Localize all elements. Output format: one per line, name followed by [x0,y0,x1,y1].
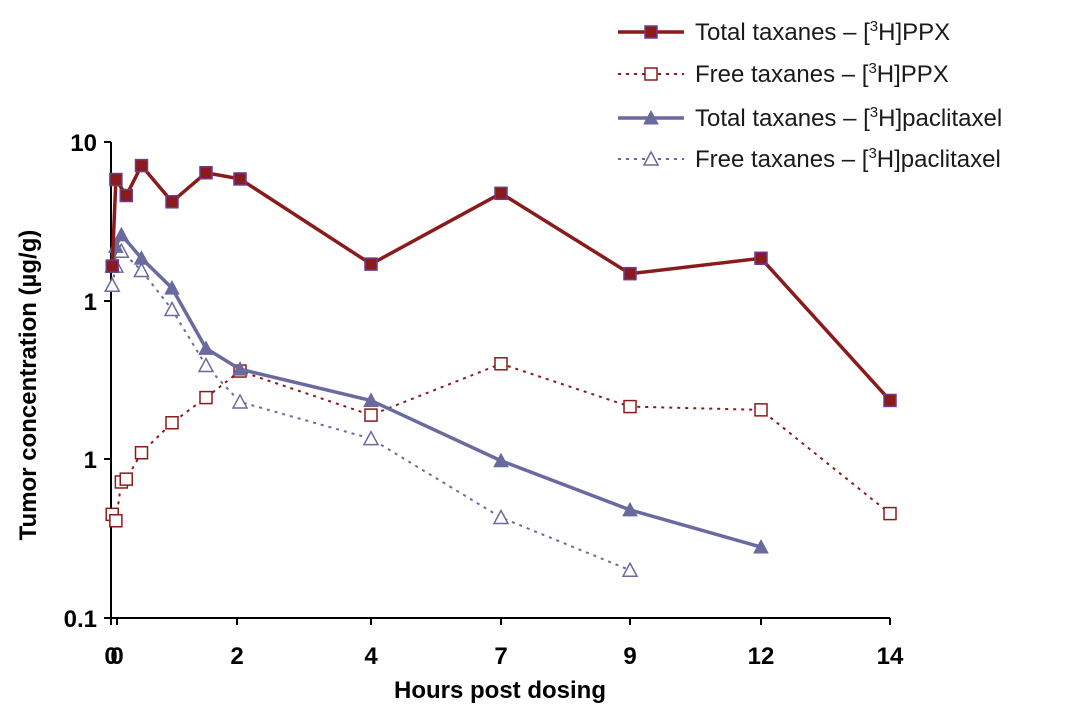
x-tick-label: 9 [623,643,636,670]
data-point [163,300,181,317]
data-point [134,158,149,173]
ticks: 00 2 4 7 9 12 14 0.1 1 1 10 [64,130,904,670]
axes [110,142,890,619]
data-point [164,280,180,295]
data-point [754,403,768,417]
data-point [134,446,149,460]
data-point [621,561,639,577]
x-tick-label: 0 [104,643,117,670]
data-point [198,340,214,355]
data-point [753,538,769,554]
x-tick-label: 12 [748,643,775,670]
data-point [364,408,378,422]
data-point [232,361,248,376]
data-point [199,166,213,180]
data-point [133,250,150,265]
data-point [233,172,247,186]
data-point [494,186,508,201]
legend: Total taxanes – [3H]PPX Free taxanes – [3… [618,18,1002,173]
data-point [754,251,768,266]
series-3 [104,226,769,554]
legend-marker [644,25,658,39]
y-tick-label: 1 [84,289,97,316]
data-point [119,188,133,203]
y-tick-label: 0.1 [64,606,97,633]
data-point [492,508,510,525]
data-point [165,195,179,209]
x-tick-label: 7 [494,643,507,670]
legend-marker [644,67,658,81]
data-point [103,276,121,293]
data-point [231,393,249,409]
data-point [363,392,379,407]
data-point [493,452,509,468]
data-point [197,356,215,373]
y-axis-title: Tumor concentration (µg/g) [15,230,42,541]
data-point [133,261,150,278]
legend-label: Free taxanes – [3H]PPX [695,60,949,88]
series-line [111,249,631,572]
data-point [105,259,119,273]
y-tick-label: 1 [84,447,97,474]
series-line [111,362,891,524]
series-2 [105,357,897,528]
x-tick-label: 14 [877,643,904,670]
legend-item: Free taxanes – [3H]paclitaxel [618,145,1001,173]
data-point [362,430,380,446]
legend-item: Total taxanes – [3H]paclitaxel [618,104,1002,132]
data-point [623,399,637,414]
data-point [113,226,130,242]
x-tick-label: 0 [110,643,123,670]
data-point [883,506,897,521]
legend-item: Total taxanes – [3H]PPX [618,18,950,46]
data-point [622,501,638,517]
data-point [199,390,213,405]
data-point [364,257,378,271]
legend-item: Free taxanes – [3H]PPX [618,60,949,88]
series-1 [105,158,897,408]
data-point [494,357,508,371]
data-point [165,416,179,430]
x-axis-title: Hours post dosing [394,677,606,704]
legend-label: Total taxanes – [3H]paclitaxel [695,104,1002,132]
data-point [623,266,637,281]
x-tick-label: 2 [230,643,243,670]
data-point [109,514,123,528]
x-tick-label: 4 [364,643,378,670]
data-point [119,472,133,486]
legend-label: Free taxanes – [3H]paclitaxel [695,145,1001,173]
series-layer [103,158,897,577]
legend-marker [643,109,659,125]
data-point [109,172,123,187]
legend-label: Total taxanes – [3H]PPX [695,18,950,46]
data-point [883,393,897,408]
y-tick-label: 10 [70,130,97,157]
legend-marker [642,150,660,166]
